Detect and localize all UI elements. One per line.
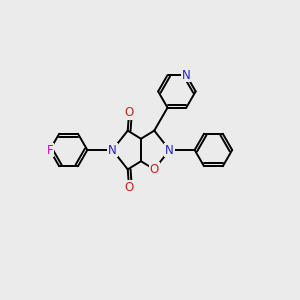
Text: O: O [124,181,134,194]
Text: N: N [182,69,191,82]
Text: O: O [124,106,134,119]
Text: N: N [165,143,174,157]
Text: N: N [108,143,117,157]
Text: F: F [46,143,53,157]
Text: O: O [150,163,159,176]
